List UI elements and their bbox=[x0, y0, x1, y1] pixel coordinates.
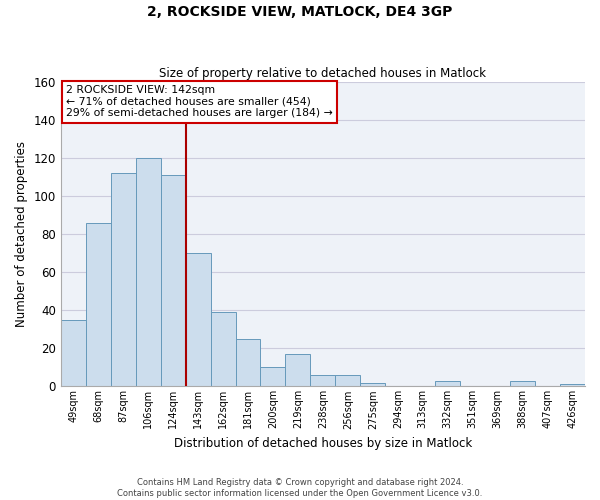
Bar bbox=[510, 380, 535, 386]
Bar bbox=[435, 380, 460, 386]
Text: 2, ROCKSIDE VIEW, MATLOCK, DE4 3GP: 2, ROCKSIDE VIEW, MATLOCK, DE4 3GP bbox=[148, 5, 452, 19]
Title: Size of property relative to detached houses in Matlock: Size of property relative to detached ho… bbox=[160, 66, 487, 80]
Bar bbox=[260, 368, 286, 386]
X-axis label: Distribution of detached houses by size in Matlock: Distribution of detached houses by size … bbox=[174, 437, 472, 450]
Bar bbox=[286, 354, 310, 386]
Bar bbox=[61, 320, 86, 386]
Bar bbox=[111, 174, 136, 386]
Bar bbox=[136, 158, 161, 386]
Bar bbox=[211, 312, 236, 386]
Bar bbox=[236, 339, 260, 386]
Text: 2 ROCKSIDE VIEW: 142sqm
← 71% of detached houses are smaller (454)
29% of semi-d: 2 ROCKSIDE VIEW: 142sqm ← 71% of detache… bbox=[66, 85, 333, 118]
Bar bbox=[560, 384, 585, 386]
Bar bbox=[86, 223, 111, 386]
Bar bbox=[361, 382, 385, 386]
Bar bbox=[185, 253, 211, 386]
Text: Contains HM Land Registry data © Crown copyright and database right 2024.
Contai: Contains HM Land Registry data © Crown c… bbox=[118, 478, 482, 498]
Y-axis label: Number of detached properties: Number of detached properties bbox=[15, 141, 28, 327]
Bar bbox=[161, 176, 185, 386]
Bar bbox=[335, 375, 361, 386]
Bar bbox=[310, 375, 335, 386]
